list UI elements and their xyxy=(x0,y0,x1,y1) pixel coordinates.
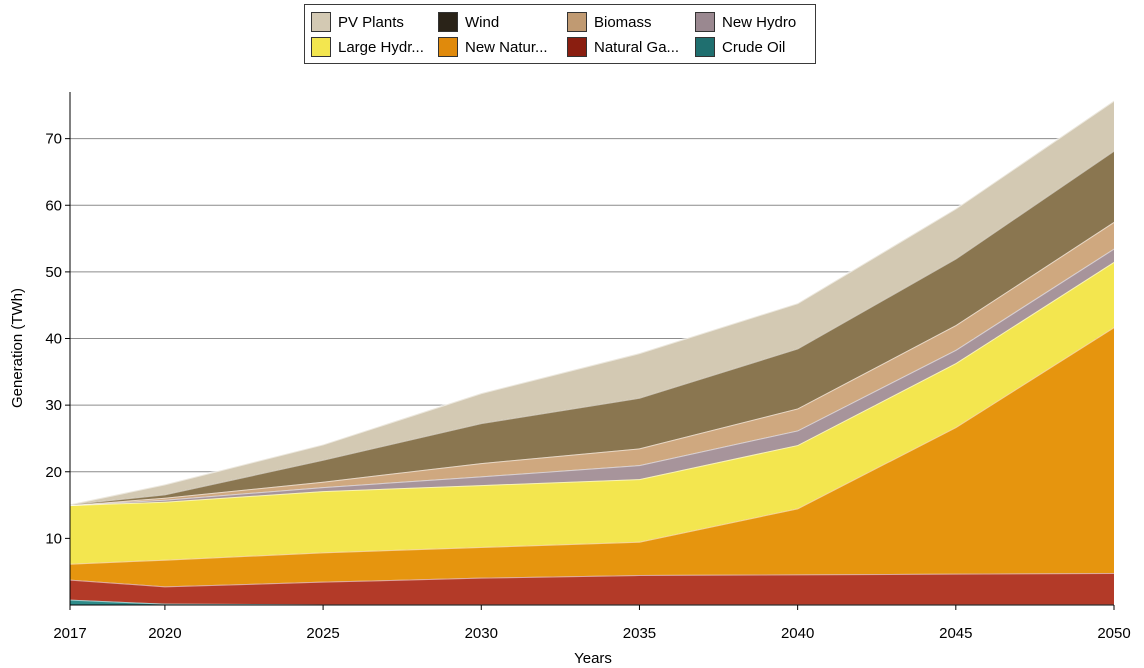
y-tick-label: 70 xyxy=(45,131,62,148)
x-tick-label: 2030 xyxy=(465,625,498,642)
area-biomass xyxy=(70,221,1114,506)
legend-item-wind: Wind xyxy=(438,10,499,34)
legend-swatch xyxy=(695,37,715,57)
area-large-hydr xyxy=(70,261,1114,564)
x-tick-label: 2035 xyxy=(623,625,656,642)
legend-label: New Hydro xyxy=(722,13,797,31)
legend-label: Biomass xyxy=(594,13,652,31)
x-tick-label: 2040 xyxy=(781,625,814,642)
x-tick-label: 2017 xyxy=(53,625,86,642)
x-tick-label: 2050 xyxy=(1097,625,1130,642)
y-tick-label: 10 xyxy=(45,530,62,547)
legend-label: PV Plants xyxy=(338,13,404,31)
legend-swatch xyxy=(438,12,458,32)
area-new-hydro xyxy=(70,248,1114,506)
y-axis-title: Generation (TWh) xyxy=(9,288,26,408)
legend-item-pv-plants: PV Plants xyxy=(311,10,404,34)
area-series xyxy=(69,99,1115,606)
area-wind xyxy=(70,150,1114,506)
legend-label: Large Hydr... xyxy=(338,38,424,56)
legend-item-biomass: Biomass xyxy=(567,10,652,34)
legend-label: Wind xyxy=(465,13,500,31)
legend-label: Crude Oil xyxy=(722,38,786,56)
y-tick-label: 20 xyxy=(45,464,62,481)
legend-label: Natural Ga... xyxy=(594,38,680,56)
legend-label: New Natur... xyxy=(465,38,548,56)
legend-swatch xyxy=(567,37,587,57)
area-edge-pv-plants xyxy=(69,99,1115,506)
y-tick-label: 40 xyxy=(45,331,62,348)
legend-swatch xyxy=(438,37,458,57)
y-tick-label: 50 xyxy=(45,264,62,281)
legend-item-crude-oil: Crude Oil xyxy=(695,35,785,59)
legend-swatch xyxy=(311,12,331,32)
legend-item-new-natur: New Natur... xyxy=(438,35,548,59)
legend-swatch xyxy=(695,12,715,32)
legend-swatch xyxy=(567,12,587,32)
y-tick-label: 30 xyxy=(45,397,62,414)
chart-legend: PV Plants Wind Biomass New Hydro Large Hydr.… xyxy=(304,4,816,64)
x-tick-label: 2045 xyxy=(939,625,972,642)
legend-swatch xyxy=(311,37,331,57)
area-edge-crude-oil xyxy=(69,598,1114,606)
legend-item-natural-ga: Natural Ga... xyxy=(567,35,679,59)
x-axis-title: Years xyxy=(574,650,612,667)
x-tick-label: 2025 xyxy=(306,625,339,642)
x-tick-label: 2020 xyxy=(148,625,181,642)
y-tick-label: 60 xyxy=(45,197,62,214)
area-new-natur xyxy=(70,327,1114,587)
legend-item-new-hydro: New Hydro xyxy=(695,10,796,34)
legend-item-large-hydr: Large Hydr... xyxy=(311,35,424,59)
area-natural-ga xyxy=(70,573,1114,605)
